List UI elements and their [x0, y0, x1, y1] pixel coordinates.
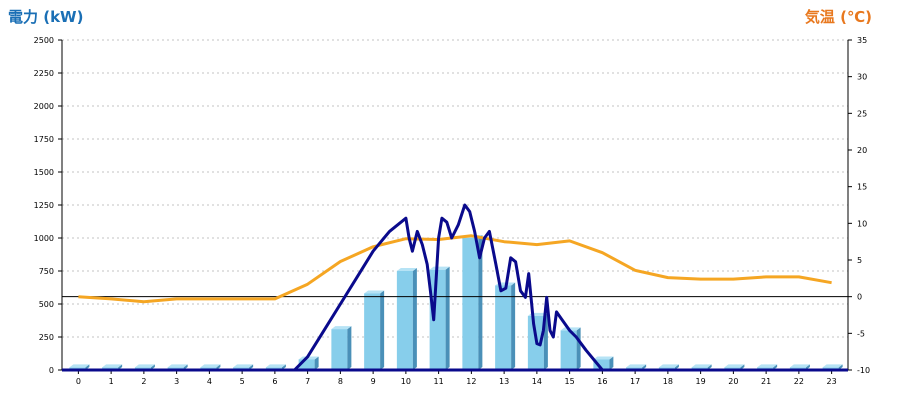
x-tick-label: 20	[728, 377, 738, 386]
bar	[364, 290, 385, 370]
x-tick-label: 19	[696, 377, 706, 386]
right-tick-label: 10	[857, 219, 867, 228]
right-tick-label: 0	[857, 293, 862, 302]
right-tick-label: 5	[857, 256, 862, 265]
x-tick-label: 1	[109, 377, 114, 386]
right-tick-label: -10	[857, 366, 870, 375]
left-tick-label: 1250	[34, 201, 54, 210]
x-tick-label: 11	[434, 377, 444, 386]
right-tick-label: 15	[857, 183, 867, 192]
x-tick-label: 22	[794, 377, 804, 386]
bar	[331, 326, 352, 370]
left-tick-label: 2500	[34, 36, 54, 45]
left-tick-label: 2000	[34, 102, 54, 111]
left-tick-label: 250	[39, 333, 54, 342]
x-tick-label: 0	[76, 377, 81, 386]
x-tick-label: 2	[141, 377, 146, 386]
x-tick-label: 21	[761, 377, 771, 386]
x-tick-label: 18	[663, 377, 673, 386]
bar	[560, 327, 581, 370]
bar	[495, 282, 516, 370]
left-tick-label: 0	[49, 366, 54, 375]
left-tick-label: 1750	[34, 135, 54, 144]
x-tick-label: 9	[371, 377, 376, 386]
right-axis-title: 気温 (℃)	[804, 8, 872, 26]
bar	[593, 356, 614, 370]
x-tick-label: 10	[401, 377, 411, 386]
bar	[429, 266, 450, 370]
right-tick-label: 35	[857, 36, 867, 45]
bar	[462, 235, 483, 370]
right-tick-label: -5	[857, 329, 865, 338]
right-tick-label: 30	[857, 73, 867, 82]
x-tick-label: 4	[207, 377, 212, 386]
x-tick-label: 17	[630, 377, 640, 386]
x-tick-label: 16	[597, 377, 607, 386]
x-tick-label: 3	[174, 377, 179, 386]
bar	[396, 268, 417, 370]
x-tick-label: 7	[305, 377, 310, 386]
temperature-line	[78, 234, 832, 304]
x-tick-label: 5	[240, 377, 245, 386]
left-tick-label: 2250	[34, 69, 54, 78]
power-line	[293, 203, 619, 372]
left-tick-label: 750	[39, 267, 54, 276]
right-tick-label: 25	[857, 109, 867, 118]
x-tick-label: 15	[565, 377, 575, 386]
x-tick-label: 23	[827, 377, 837, 386]
x-tick-label: 8	[338, 377, 343, 386]
left-tick-label: 1000	[34, 234, 54, 243]
x-tick-label: 6	[272, 377, 277, 386]
right-tick-label: 20	[857, 146, 867, 155]
left-axis-title: 電力 (kW)	[8, 8, 84, 26]
x-tick-label: 12	[466, 377, 476, 386]
left-tick-label: 500	[39, 300, 54, 309]
x-tick-label: 14	[532, 377, 542, 386]
left-tick-label: 1500	[34, 168, 54, 177]
x-tick-label: 13	[499, 377, 509, 386]
